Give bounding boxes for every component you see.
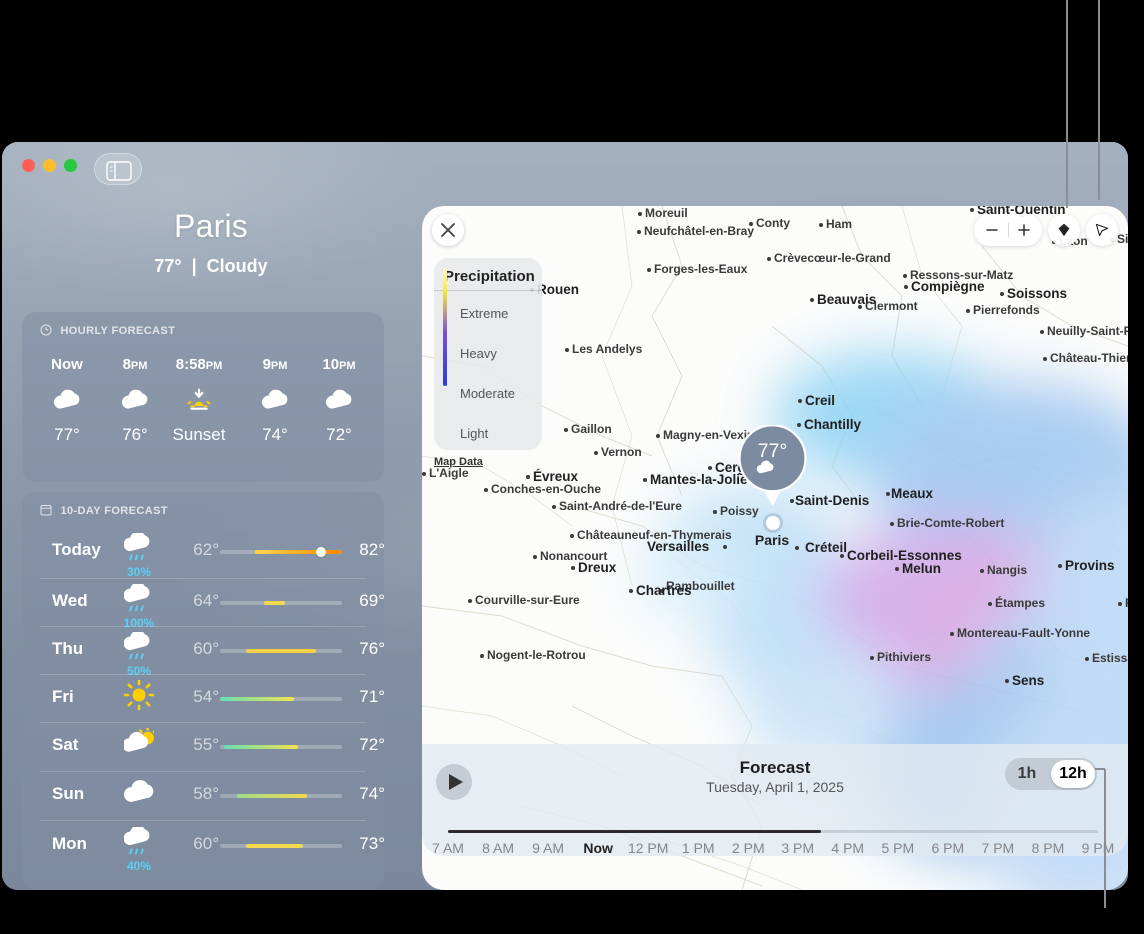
svg-text:77°: 77° bbox=[758, 440, 788, 462]
